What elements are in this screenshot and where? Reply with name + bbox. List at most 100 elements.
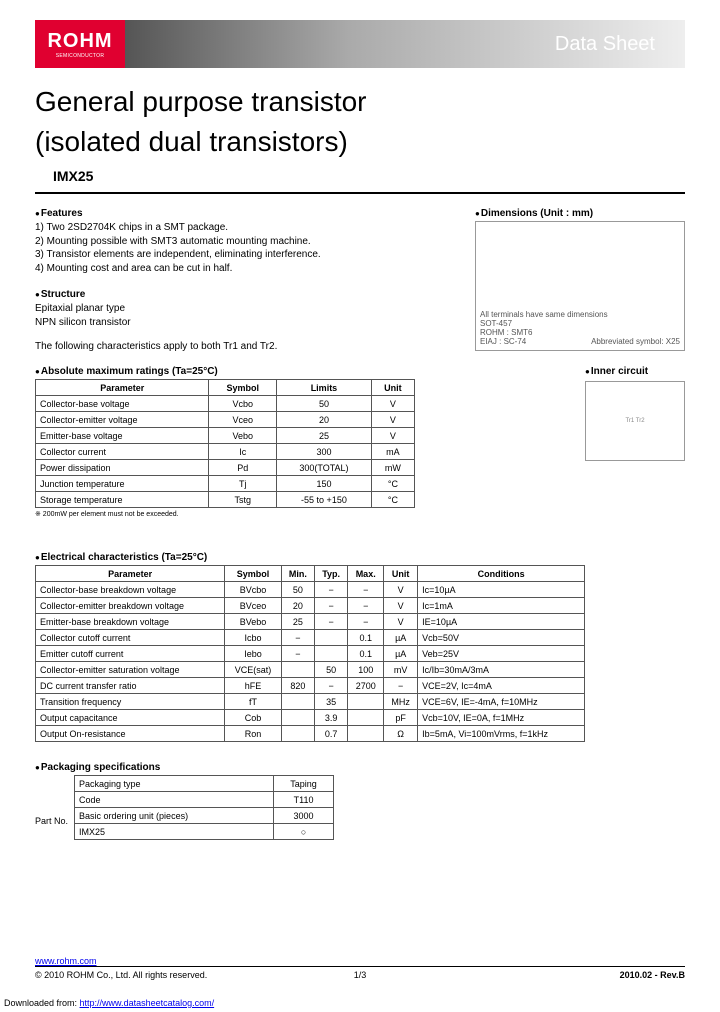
table-cell: 25 <box>277 428 372 444</box>
footer-page: 1/3 <box>354 970 367 980</box>
table-cell: hFE <box>225 678 281 694</box>
table-header: Unit <box>384 566 418 582</box>
table-row: Collector-emitter breakdown voltageBVceo… <box>36 598 585 614</box>
inner-circuit-diagram: Tr1 Tr2 <box>585 381 685 461</box>
table-cell: Vebo <box>209 428 277 444</box>
dimensions-heading: Dimensions (Unit : mm) <box>475 208 685 219</box>
electrical-block: Electrical characteristics (Ta=25°C) Par… <box>35 552 685 742</box>
packaging-block: Packaging specifications Part No. Packag… <box>35 762 685 844</box>
table-cell: T110 <box>274 792 334 808</box>
table-header: Typ. <box>315 566 348 582</box>
table-cell: − <box>348 598 384 614</box>
table-cell: Cob <box>225 710 281 726</box>
part-number: IMX25 <box>53 168 685 184</box>
packaging-table: Packaging type Taping Code T110 Basic or… <box>74 775 334 840</box>
table-row: Emitter-base voltageVebo25V <box>36 428 415 444</box>
table-cell: Transition frequency <box>36 694 225 710</box>
table-cell <box>281 726 314 742</box>
table-header: Unit <box>371 380 414 396</box>
header-gradient: Data Sheet <box>125 20 685 68</box>
header-label: Data Sheet <box>555 33 655 56</box>
logo-block: ROHM SEMICONDUCTOR <box>35 20 125 68</box>
table-cell: Emitter-base voltage <box>36 428 209 444</box>
table-row: Transition frequencyfT35MHzVCE=6V, IE=-4… <box>36 694 585 710</box>
table-cell: ○ <box>274 824 334 840</box>
dims-caption: ROHM : SMT6 <box>480 328 532 337</box>
table-cell: Output capacitance <box>36 710 225 726</box>
features-column: Features 1) Two 2SD2704K chips in a SMT … <box>35 208 455 352</box>
table-header: Symbol <box>209 380 277 396</box>
table-cell: − <box>315 678 348 694</box>
table-cell: 300 <box>277 444 372 460</box>
table-row: DC current transfer ratiohFE820−2700−VCE… <box>36 678 585 694</box>
table-row: Collector currentIc300mA <box>36 444 415 460</box>
table-row: Collector cutoff currentIcbo−0.1µAVcb=50… <box>36 630 585 646</box>
table-cell: IMX25 <box>75 824 274 840</box>
inner-circuit-block: Inner circuit Tr1 Tr2 <box>585 366 685 518</box>
table-cell: Ic/Ib=30mA/3mA <box>418 662 585 678</box>
table-cell: Power dissipation <box>36 460 209 476</box>
structure-line: Epitaxial planar type <box>35 302 455 316</box>
dimensions-column: Dimensions (Unit : mm) All terminals hav… <box>475 208 685 352</box>
table-cell: °C <box>371 476 414 492</box>
footer-rev: 2010.02 - Rev.B <box>620 970 685 980</box>
table-cell: Collector-emitter saturation voltage <box>36 662 225 678</box>
table-cell: Collector cutoff current <box>36 630 225 646</box>
table-cell: V <box>371 428 414 444</box>
table-cell <box>281 662 314 678</box>
table-cell: − <box>384 678 418 694</box>
table-cell: Taping <box>274 776 334 792</box>
table-row: Collector-emitter voltageVceo20V <box>36 412 415 428</box>
structure-note: The following characteristics apply to b… <box>35 341 455 352</box>
table-cell: Junction temperature <box>36 476 209 492</box>
download-link[interactable]: http://www.datasheetcatalog.com/ <box>80 998 215 1008</box>
table-cell: mW <box>371 460 414 476</box>
table-cell: Code <box>75 792 274 808</box>
table-cell: -55 to +150 <box>277 492 372 508</box>
ratings-note: ※ 200mW per element must not be exceeded… <box>35 510 415 518</box>
table-cell: 0.1 <box>348 646 384 662</box>
electrical-table: ParameterSymbolMin.Typ.Max.UnitCondition… <box>35 565 585 742</box>
table-cell: Ω <box>384 726 418 742</box>
table-cell <box>348 726 384 742</box>
table-cell: Storage temperature <box>36 492 209 508</box>
table-header: Min. <box>281 566 314 582</box>
table-cell: Vceo <box>209 412 277 428</box>
table-cell <box>281 710 314 726</box>
table-row: Junction temperatureTj150°C <box>36 476 415 492</box>
logo-subtext: SEMICONDUCTOR <box>56 53 105 59</box>
table-cell: Ic <box>209 444 277 460</box>
table-cell: Ib=5mA, Vi=100mVrms, f=1kHz <box>418 726 585 742</box>
table-cell: µA <box>384 646 418 662</box>
footer-url-link[interactable]: www.rohm.com <box>35 956 97 966</box>
table-cell: DC current transfer ratio <box>36 678 225 694</box>
table-header: Parameter <box>36 566 225 582</box>
title-divider <box>35 192 685 194</box>
table-cell: Ic=1mA <box>418 598 585 614</box>
table-cell: 50 <box>315 662 348 678</box>
features-heading: Features <box>35 208 455 219</box>
table-cell: 35 <box>315 694 348 710</box>
table-cell: Collector current <box>36 444 209 460</box>
table-cell: MHz <box>384 694 418 710</box>
header-band: ROHM SEMICONDUCTOR Data Sheet <box>35 20 685 68</box>
table-cell: Packaging type <box>75 776 274 792</box>
feature-item: 4) Mounting cost and area can be cut in … <box>35 262 455 276</box>
structure-heading: Structure <box>35 289 455 300</box>
doc-title-line1: General purpose transistor <box>35 86 685 118</box>
table-row: Output capacitanceCob3.9pFVcb=10V, IE=0A… <box>36 710 585 726</box>
packaging-wrap: Part No. Packaging type Taping Code T110… <box>35 775 685 844</box>
ratings-block: Absolute maximum ratings (Ta=25°C) Param… <box>35 366 415 518</box>
table-cell: 50 <box>281 582 314 598</box>
table-row: Emitter cutoff currentIebo−0.1µAVeb=25V <box>36 646 585 662</box>
table-row: Output On-resistanceRon0.7ΩIb=5mA, Vi=10… <box>36 726 585 742</box>
table-header: Symbol <box>225 566 281 582</box>
table-cell: Collector-emitter voltage <box>36 412 209 428</box>
structure-line: NPN silicon transistor <box>35 316 455 330</box>
feature-item: 1) Two 2SD2704K chips in a SMT package. <box>35 221 455 235</box>
table-header: Limits <box>277 380 372 396</box>
table-cell: − <box>348 582 384 598</box>
table-cell: BVcbo <box>225 582 281 598</box>
dims-caption: EIAJ : SC-74 <box>480 337 526 346</box>
table-row: Collector-emitter saturation voltageVCE(… <box>36 662 585 678</box>
